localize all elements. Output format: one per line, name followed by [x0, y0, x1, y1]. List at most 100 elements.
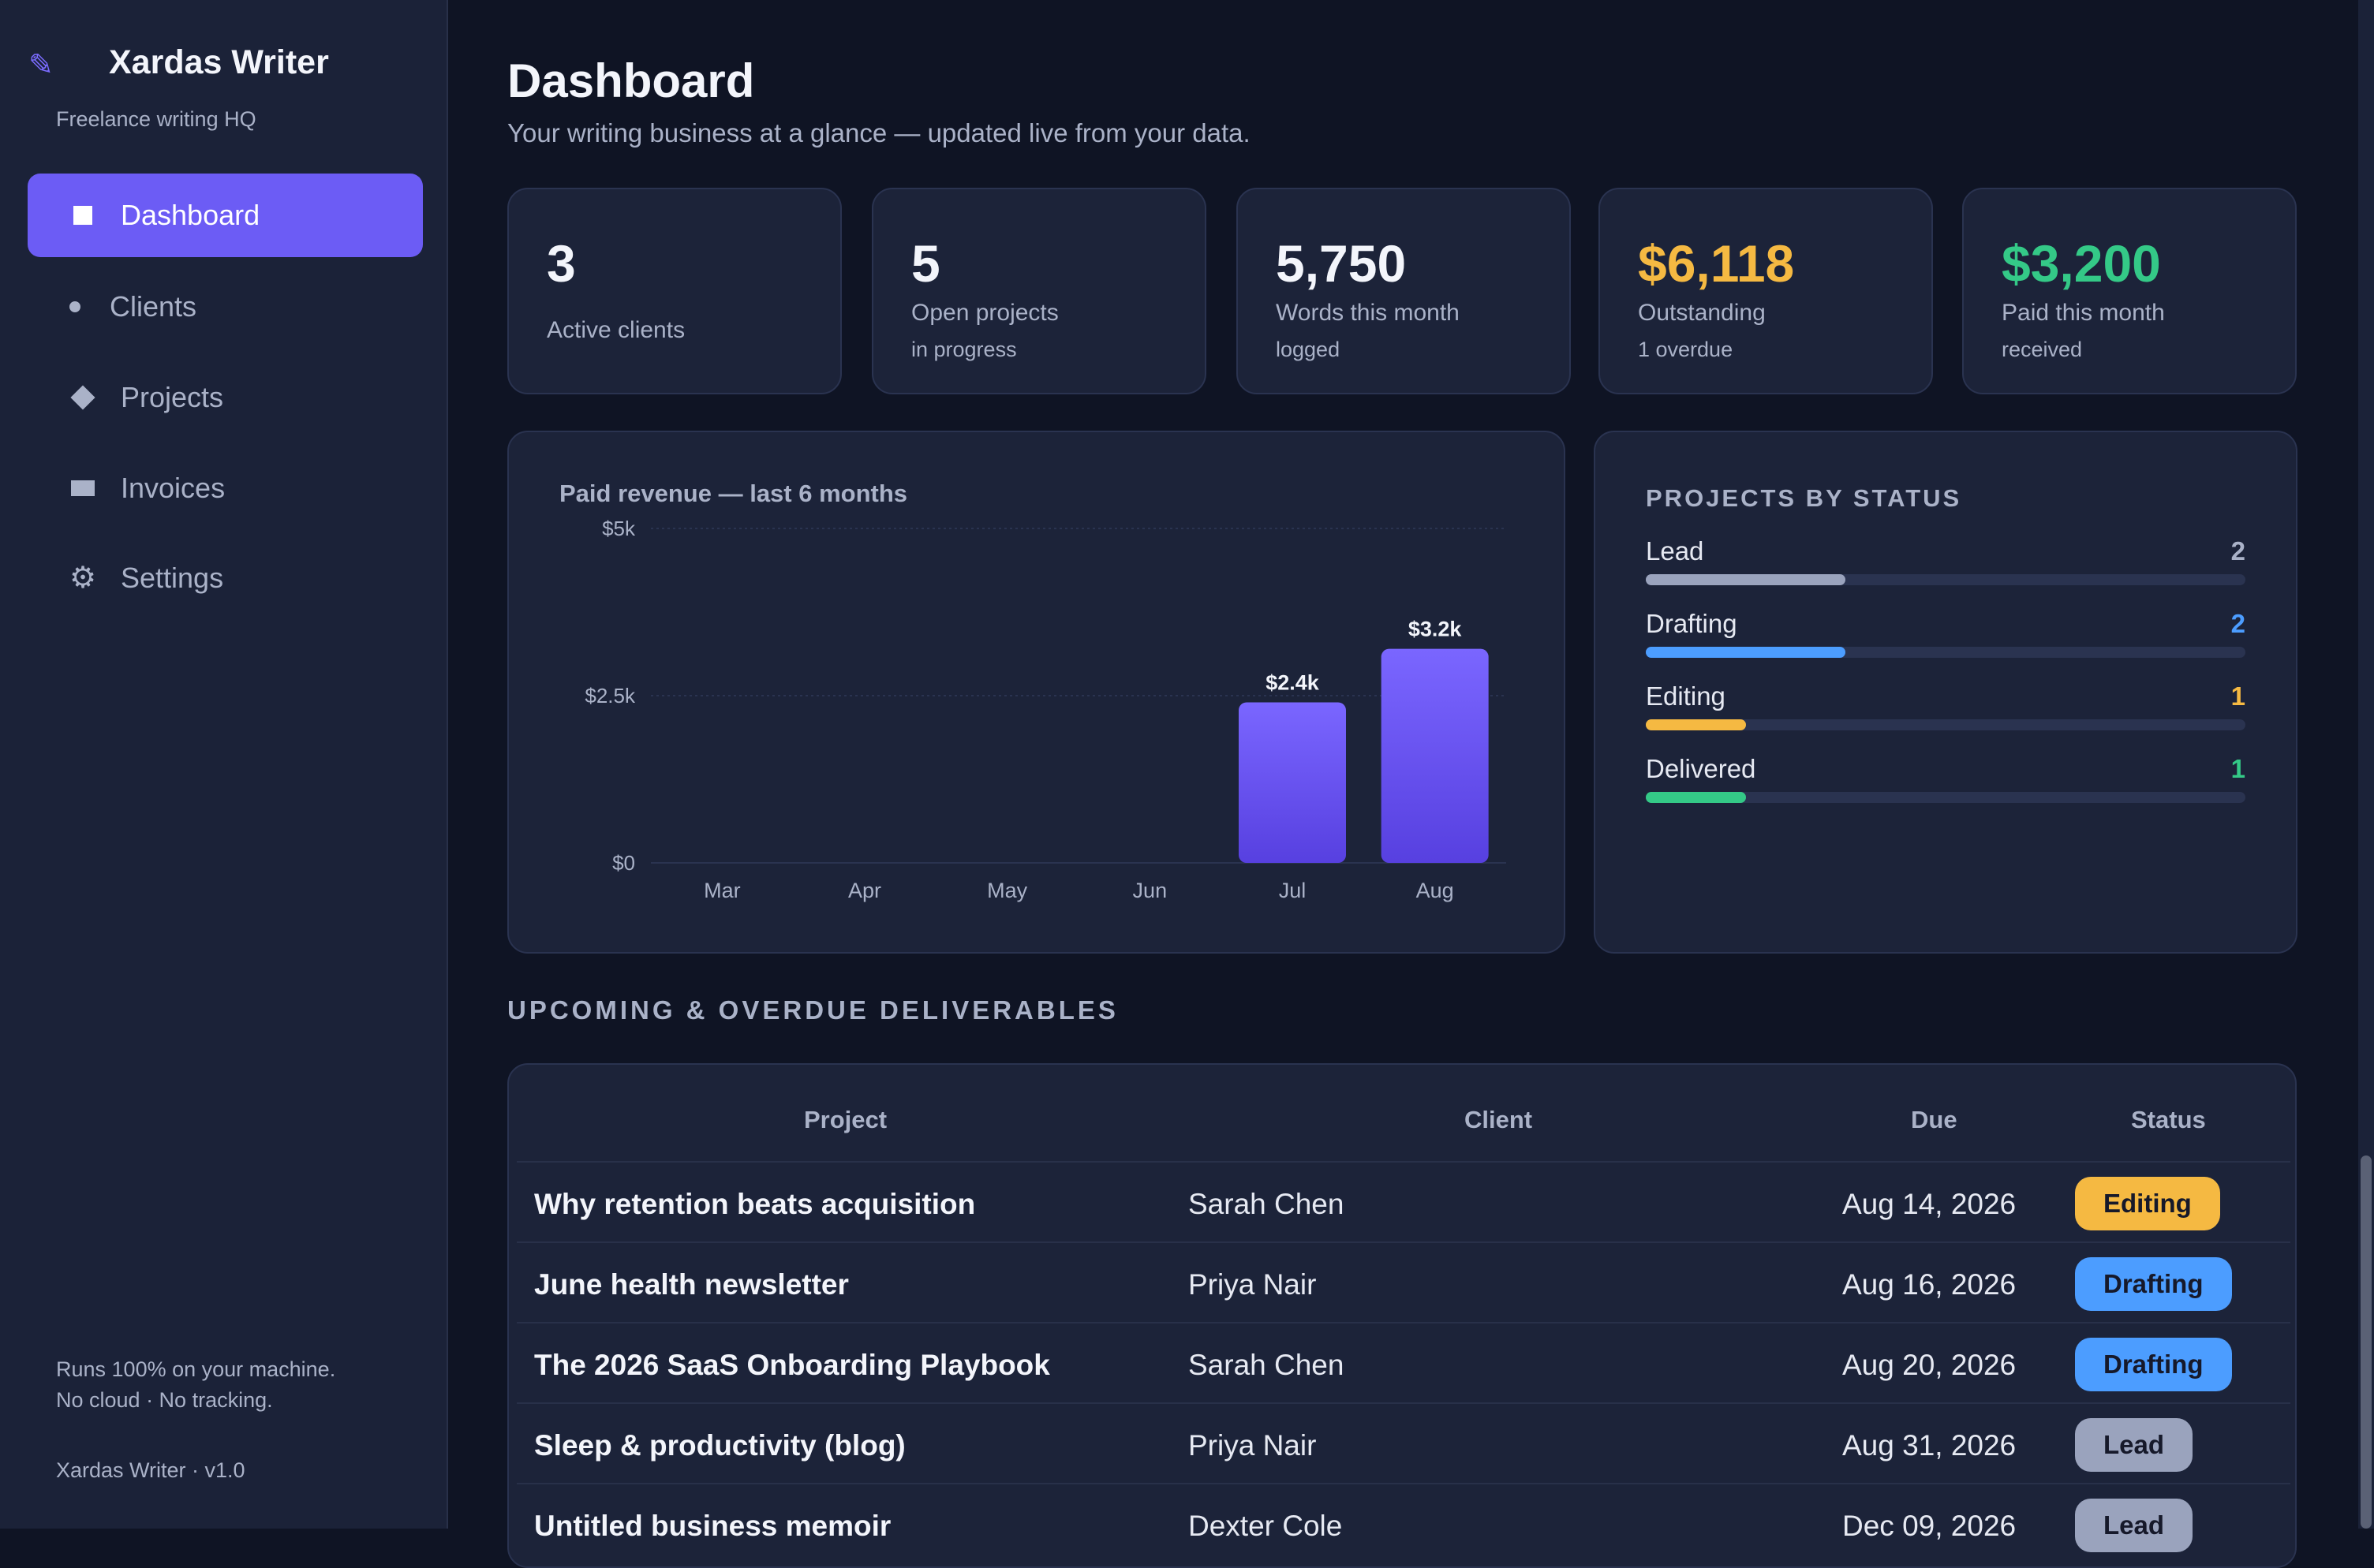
table-row[interactable]: Why retention beats acquisition Sarah Ch…	[517, 1161, 2290, 1243]
page-scrollbar[interactable]	[2358, 0, 2374, 1529]
nav-item-invoices[interactable]: Invoices	[28, 446, 423, 530]
status-fill-bar	[1646, 792, 1746, 803]
status-label: Drafting	[1646, 609, 1737, 638]
status-heading: PROJECTS BY STATUS	[1646, 484, 1962, 512]
stat-label: Words this month	[1276, 300, 1460, 326]
client-name: Sarah Chen	[1188, 1188, 1344, 1220]
revenue-bar[interactable]	[1381, 648, 1489, 863]
nav-item-clients[interactable]: Clients	[28, 265, 423, 349]
project-name[interactable]: June health newsletter	[534, 1268, 849, 1301]
projects-by-status-panel: PROJECTS BY STATUS Lead 2 Drafting 2 Edi…	[1594, 431, 2297, 954]
nav-item-projects[interactable]: Projects	[28, 356, 423, 439]
status-row-lead: Lead 2	[1646, 536, 2245, 599]
stat-sub: 1 overdue	[1638, 338, 1733, 361]
stat-card-active-clients: 3 Active clients	[507, 188, 842, 394]
status-count: 1	[2230, 754, 2245, 783]
page-title: Dashboard	[507, 54, 755, 107]
rectangle-icon	[59, 480, 107, 496]
status-track	[1646, 719, 2245, 730]
y-tick-label: $2.5k	[585, 684, 636, 707]
privacy-note: Runs 100% on your machine. No cloud · No…	[56, 1354, 335, 1416]
stat-card-paid: $3,200 Paid this month received	[1962, 188, 2297, 394]
bar-value-label: $2.4k	[1266, 670, 1320, 694]
x-tick-label: Jun	[1133, 879, 1168, 902]
dot-icon	[51, 301, 99, 312]
status-badge: Drafting	[2075, 1338, 2232, 1391]
revenue-bar[interactable]	[1239, 702, 1346, 863]
revenue-chart-panel: Paid revenue — last 6 months $0 $2.5k $5k M…	[507, 431, 1565, 954]
nav-item-label: Projects	[121, 381, 224, 413]
stat-sub: in progress	[911, 338, 1017, 361]
stat-sub: logged	[1276, 338, 1340, 361]
revenue-chart: $0 $2.5k $5k Mar Apr May Jun $2.4k Jul $3.2k Aug	[585, 517, 1506, 902]
x-tick-label: Apr	[848, 879, 881, 902]
x-tick-label: Jul	[1279, 879, 1307, 902]
status-label: Lead	[1646, 536, 1704, 566]
nav-item-dashboard[interactable]: Dashboard	[28, 174, 423, 257]
status-row-drafting: Drafting 2	[1646, 609, 2245, 672]
stat-card-open-projects: 5 Open projects in progress	[872, 188, 1206, 394]
status-track	[1646, 574, 2245, 585]
status-label: Editing	[1646, 681, 1725, 711]
status-track	[1646, 647, 2245, 658]
status-badge: Drafting	[2075, 1257, 2232, 1311]
status-badge: Lead	[2075, 1499, 2193, 1552]
project-name[interactable]: Untitled business memoir	[534, 1510, 892, 1542]
project-name[interactable]: Why retention beats acquisition	[534, 1188, 976, 1220]
client-name: Dexter Cole	[1188, 1510, 1343, 1542]
column-header-client[interactable]: Client	[1464, 1106, 1533, 1133]
due-date: Aug 14, 2026	[1842, 1188, 2017, 1220]
table-row[interactable]: Sleep & productivity (blog) Priya Nair A…	[517, 1402, 2290, 1484]
chart-title: Paid revenue — last 6 months	[559, 480, 908, 507]
deliverables-table: Project Client Due Status Why retention …	[507, 1063, 2297, 1568]
project-name[interactable]: Sleep & productivity (blog)	[534, 1429, 906, 1462]
scrollbar-thumb[interactable]	[2361, 1155, 2372, 1529]
status-row-delivered: Delivered 1	[1646, 754, 2245, 817]
due-date: Dec 09, 2026	[1842, 1510, 2017, 1542]
status-count: 1	[2230, 681, 2245, 711]
x-tick-label: Mar	[704, 879, 741, 902]
stat-value: 5	[911, 234, 940, 293]
status-row-editing: Editing 1	[1646, 681, 2245, 745]
client-name: Priya Nair	[1188, 1429, 1317, 1462]
nav-item-label: Clients	[110, 290, 197, 323]
client-name: Priya Nair	[1188, 1268, 1317, 1301]
table-row[interactable]: June health newsletter Priya Nair Aug 16…	[517, 1241, 2290, 1323]
status-count: 2	[2230, 609, 2245, 638]
status-badge: Lead	[2075, 1418, 2193, 1472]
stat-label: Paid this month	[2002, 300, 2165, 326]
project-name[interactable]: The 2026 SaaS Onboarding Playbook	[534, 1349, 1050, 1381]
nav-item-label: Invoices	[121, 472, 226, 504]
page-subtitle: Your writing business at a glance — upda…	[507, 118, 1251, 147]
gear-icon: ⚙	[69, 562, 97, 595]
y-tick-label: $5k	[602, 517, 636, 540]
column-header-due[interactable]: Due	[1911, 1106, 1957, 1133]
due-date: Aug 31, 2026	[1842, 1429, 2017, 1462]
stat-label: Outstanding	[1638, 300, 1766, 326]
stat-value: 5,750	[1276, 234, 1407, 293]
stat-value: $6,118	[1638, 234, 1795, 293]
pencil-icon: ✎	[28, 49, 54, 82]
version-label: Xardas Writer · v1.0	[56, 1458, 245, 1482]
bar-value-label: $3.2k	[1408, 618, 1463, 641]
stat-sub: received	[2002, 338, 2083, 361]
due-date: Aug 16, 2026	[1842, 1268, 2017, 1301]
table-row[interactable]: The 2026 SaaS Onboarding Playbook Sarah …	[517, 1322, 2290, 1404]
x-tick-label: May	[987, 879, 1028, 902]
status-count: 2	[2230, 536, 2245, 566]
status-label: Delivered	[1646, 754, 1756, 783]
stat-label: Open projects	[911, 300, 1059, 326]
table-row[interactable]: Untitled business memoir Dexter Cole Dec…	[517, 1483, 2290, 1565]
status-track	[1646, 792, 2245, 803]
stat-value: 3	[547, 234, 576, 293]
column-header-project[interactable]: Project	[804, 1106, 888, 1133]
app-title: Xardas Writer	[109, 43, 329, 81]
status-fill-bar	[1646, 719, 1746, 730]
stat-card-outstanding: $6,118 Outstanding 1 overdue	[1598, 188, 1933, 394]
status-fill-bar	[1646, 647, 1846, 658]
nav-item-settings[interactable]: ⚙ Settings	[28, 536, 423, 620]
y-tick-label: $0	[612, 851, 635, 875]
nav-item-label: Settings	[121, 562, 224, 594]
status-badge: Editing	[2075, 1177, 2220, 1230]
column-header-status[interactable]: Status	[2131, 1106, 2206, 1133]
